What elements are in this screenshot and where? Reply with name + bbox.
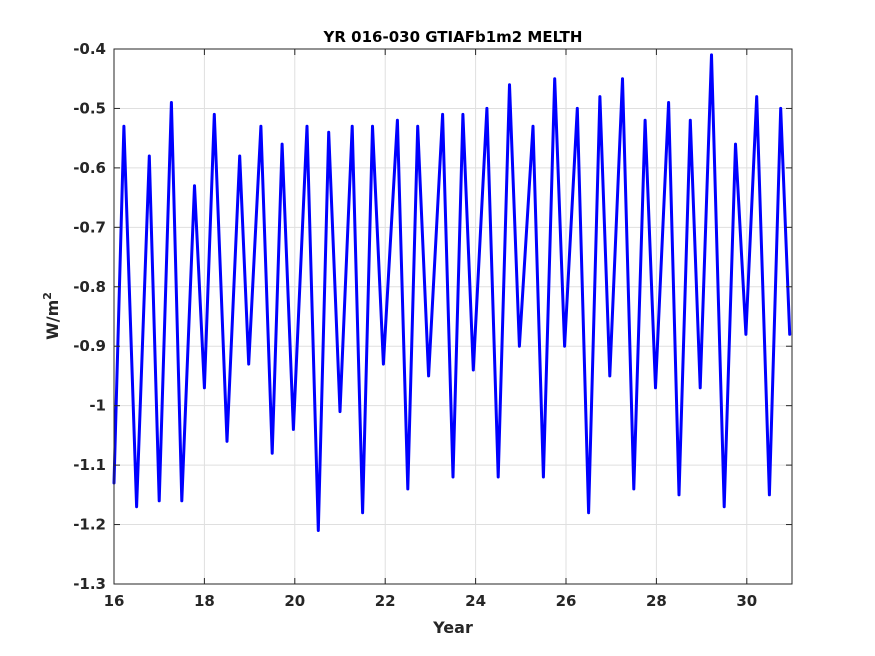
y-axis-label-base: W/m [43,300,62,340]
y-tick-label: -1.1 [73,456,106,474]
x-tick-label: 24 [465,592,486,610]
x-tick-label: 28 [646,592,667,610]
series-line [112,53,792,532]
y-tick-label: -0.5 [73,99,106,117]
y-axis-label: W/m2 [41,292,62,340]
y-tick-label: -1.2 [73,516,106,534]
axes-frame [113,48,793,585]
x-tick-label: 18 [194,592,215,610]
y-tick-labels: -1.3 -1.2 -1.1 -1 -0.9 -0.8 -0.7 -0.6 -0.5 -0.4 [73,40,106,593]
x-tick-label: 26 [556,592,577,610]
x-axis-label: Year [432,618,473,637]
x-tick-label: 30 [736,592,757,610]
plot-area [112,48,793,585]
y-tick-label: -0.8 [73,278,106,296]
x-tick-labels: 16 18 20 22 24 26 28 30 [104,592,758,610]
y-tick-label: -0.9 [73,337,106,355]
tick-marks [113,48,792,585]
chart-title: YR 016-030 GTIAFb1m2 MELTH [323,28,583,46]
y-tick-label: -0.7 [73,218,106,236]
y-tick-label: -1.3 [73,575,106,593]
x-tick-label: 16 [104,592,125,610]
y-axis-label-superscript: 2 [41,292,54,300]
x-tick-label: 20 [284,592,305,610]
y-tick-label: -1 [89,397,106,415]
x-tick-label: 22 [375,592,396,610]
y-tick-label: -0.6 [73,159,106,177]
y-tick-label: -0.4 [73,40,106,58]
